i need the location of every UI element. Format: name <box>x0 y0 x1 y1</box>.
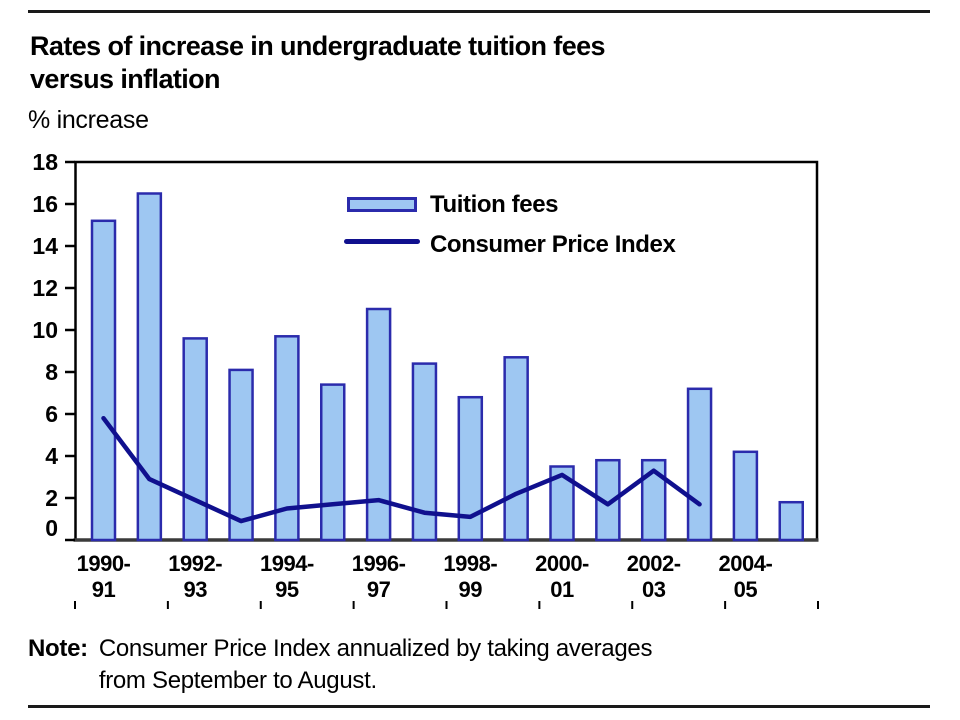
footnote-text: Consumer Price Index annualized by takin… <box>98 633 653 697</box>
top-rule <box>28 10 930 13</box>
bar-1991-92 <box>136 192 163 542</box>
y-axis-caption: % increase <box>28 106 149 134</box>
bar-1995-96 <box>320 383 346 542</box>
y-tick-label: 4 <box>45 443 58 469</box>
x-tick-label: 97 <box>367 577 391 602</box>
y-tick-label: 14 <box>32 233 58 259</box>
y-tick-label: 10 <box>32 317 58 343</box>
y-tick-label: 0 <box>45 515 58 541</box>
x-axis: 1990-91 1992-93 1994-95 1996-97 1998-99 2000-… <box>74 551 819 609</box>
bar-2002-03 <box>640 458 667 542</box>
chart-title: Rates of increase in undergraduate tuiti… <box>30 30 810 96</box>
cpi-line <box>101 415 702 524</box>
bar-2001-02 <box>595 458 621 542</box>
x-tick-label: 99 <box>459 577 483 602</box>
footnote-label: Note: <box>28 635 88 662</box>
bottom-rule <box>28 705 930 708</box>
footnote-line1: Consumer Price Index annualized by takin… <box>98 635 653 662</box>
bar-1999-00 <box>503 356 529 542</box>
legend-tuition-swatch <box>347 197 417 212</box>
chart-title-line2: versus inflation <box>30 64 221 94</box>
bar-1990-91 <box>90 219 117 542</box>
bar-2004-05 <box>732 450 759 542</box>
legend-cpi-label: Consumer Price Index <box>430 231 676 258</box>
tuition-bars <box>90 192 804 542</box>
bar-1996-97 <box>365 307 392 542</box>
bar-1997-98 <box>411 362 438 542</box>
x-tick-label: 1990- <box>77 551 131 576</box>
x-tick-label: 03 <box>642 577 666 602</box>
x-tick-label: 1998- <box>443 551 497 576</box>
y-axis: 0 2 4 6 8 10 12 14 16 18 <box>32 149 75 542</box>
x-tick-label: 1996- <box>352 551 406 576</box>
legend-cpi-line-sample <box>344 239 420 244</box>
x-tick-label: 05 <box>734 577 758 602</box>
chart-title-line1: Rates of increase in undergraduate tuiti… <box>30 31 606 61</box>
bar-1998-99 <box>457 395 484 542</box>
x-tick-label: 1992- <box>168 551 222 576</box>
x-tick-label: 95 <box>275 577 299 602</box>
bar-1994-95 <box>274 335 300 542</box>
footnote: Note: Consumer Price Index annualized by… <box>28 633 652 697</box>
y-tick-label: 8 <box>45 359 58 385</box>
bar-2003-04 <box>686 387 713 542</box>
bar-2000-01 <box>549 465 575 542</box>
y-tick-label: 6 <box>45 401 58 427</box>
footnote-line2: from September to August. <box>98 667 377 694</box>
x-tick-label: 93 <box>183 577 207 602</box>
x-tick-label: 91 <box>92 577 116 602</box>
y-tick-label: 16 <box>32 191 58 217</box>
legend-tuition-label: Tuition fees <box>430 191 559 218</box>
y-tick-label: 18 <box>32 149 58 175</box>
y-tick-label: 12 <box>32 275 58 301</box>
x-tick-label: 2000- <box>535 551 589 576</box>
x-tick-label: 2002- <box>627 551 681 576</box>
x-tick-label: 1994- <box>260 551 314 576</box>
x-tick-label: 01 <box>550 577 574 602</box>
bar-1992-93 <box>182 337 208 542</box>
y-tick-label: 2 <box>45 485 58 511</box>
bar-1993-94 <box>228 368 254 542</box>
x-tick-label: 2004- <box>719 551 773 576</box>
bar-2005-06 <box>778 500 804 542</box>
